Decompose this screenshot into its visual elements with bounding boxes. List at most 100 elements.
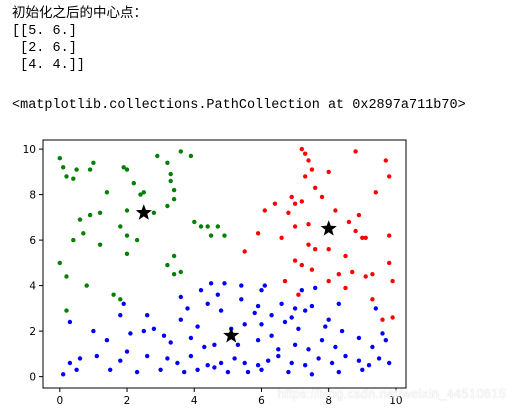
scatter-point-series-2-3: [259, 288, 264, 293]
scatter-point-series-2-81: [343, 353, 348, 359]
scatter-point-series-2-46: [188, 335, 194, 341]
y-tick-label-5: 10: [23, 144, 36, 156]
scatter-point-series-1-21: [306, 222, 311, 227]
scatter-point-series-2-93: [225, 369, 231, 375]
scatter-point-series-2-76: [276, 353, 281, 359]
stdout-line-row-2: [2. 6.]: [12, 41, 77, 56]
scatter-point-series-1-16: [333, 208, 338, 213]
scatter-point-series-2-49: [235, 342, 241, 347]
scatter-point-series-0-27: [71, 237, 76, 243]
scatter-point-series-2-97: [309, 372, 315, 377]
scatter-point-series-1-17: [356, 212, 362, 218]
scatter-point-series-2-4: [262, 283, 267, 288]
centroid-star-1: [320, 220, 337, 236]
scatter-point-series-0-5: [87, 167, 93, 172]
scatter-point-series-1-15: [319, 194, 325, 200]
scatter-point-series-2-21: [252, 310, 257, 316]
data-marks: [57, 146, 395, 377]
y-tick-label-1: 2: [29, 326, 36, 338]
scatter-point-series-1-33: [387, 260, 392, 266]
scatter-point-series-1-38: [336, 272, 341, 277]
scatter-point-series-0-46: [84, 283, 89, 288]
scatter-point-series-2-26: [373, 306, 378, 311]
scatter-point-series-1-42: [282, 278, 288, 284]
scatter-point-series-0-38: [208, 233, 214, 238]
scatter-point-series-2-22: [269, 313, 274, 318]
scatter-point-series-2-27: [118, 313, 123, 318]
scatter-point-series-1-24: [360, 235, 365, 240]
scatter-point-series-1-9: [313, 185, 318, 190]
y-tick-label-0: 0: [29, 371, 36, 383]
scatter-point-series-2-6: [313, 285, 318, 291]
scatter-point-series-0-14: [165, 160, 170, 165]
x-tick-label-4: 8: [325, 395, 332, 407]
scatter-point-series-2-69: [205, 363, 210, 368]
scatter-point-series-1-45: [296, 292, 301, 297]
scatter-point-series-2-68: [188, 353, 194, 359]
scatter-point-series-0-40: [222, 233, 227, 238]
scatter-point-series-2-65: [145, 353, 150, 359]
scatter-point-series-0-3: [71, 176, 76, 181]
scatter-point-series-2-95: [259, 367, 264, 372]
x-tick-label-3: 6: [258, 395, 265, 407]
scatter-point-series-2-47: [202, 344, 207, 350]
scatter-point-series-1-10: [373, 190, 378, 195]
scatter-point-series-2-1: [222, 281, 227, 286]
scatter-point-series-0-25: [151, 210, 157, 215]
scatter-point-series-2-48: [212, 342, 217, 347]
scatter-point-series-2-10: [239, 297, 244, 302]
scatter-point-series-1-29: [306, 242, 311, 247]
scatter-point-series-1-19: [286, 210, 291, 215]
scatter-point-series-2-38: [380, 331, 385, 336]
scatter-point-series-2-64: [124, 349, 130, 354]
scatter-point-series-1-7: [387, 174, 392, 179]
scatter-point-series-2-13: [292, 306, 298, 311]
scatter-point-series-1-18: [262, 208, 267, 213]
scatter-point-series-0-19: [168, 178, 173, 184]
scatter-point-series-2-71: [218, 360, 224, 366]
scatter-point-series-1-35: [292, 258, 298, 263]
scatter-point-series-2-19: [205, 301, 210, 306]
scatter-point-series-1-11: [272, 201, 278, 206]
scatter-point-series-2-37: [339, 328, 345, 334]
scatter-point-series-0-7: [104, 190, 110, 195]
scatter-point-series-0-39: [215, 224, 220, 229]
scatter-point-series-0-0: [57, 156, 62, 161]
scatter-point-series-2-32: [242, 322, 247, 327]
y-tick-label-3: 6: [29, 235, 36, 247]
x-tick-label-5: 10: [389, 395, 402, 407]
x-tick-label-0: 0: [56, 395, 63, 407]
scatter-point-series-0-22: [87, 212, 93, 218]
scatter-point-series-2-67: [175, 360, 180, 366]
scatter-point-series-0-44: [57, 260, 62, 266]
scatter-point-series-2-17: [121, 301, 126, 306]
scatter-point-series-0-31: [124, 233, 130, 238]
scatter-point-series-2-36: [323, 324, 328, 329]
scatter-point-series-2-90: [158, 367, 163, 372]
scatter-point-series-1-25: [363, 235, 368, 240]
scatter-point-series-0-15: [168, 171, 173, 177]
scatter-point-series-1-2: [306, 158, 311, 163]
scatter-point-series-2-89: [134, 369, 140, 375]
scatter-point-series-2-25: [326, 317, 331, 322]
scatter-point-series-1-28: [279, 235, 284, 240]
scatter-point-series-2-88: [108, 367, 113, 372]
return-value-repr: <matplotlib.collections.PathCollection a…: [12, 98, 466, 113]
scatter-point-series-2-59: [383, 338, 388, 343]
scatter-point-series-1-37: [309, 267, 315, 272]
scatter-point-series-1-12: [289, 194, 294, 200]
scatter-point-series-1-1: [303, 151, 308, 156]
scatter-point-series-2-12: [255, 303, 261, 309]
scatter-point-series-2-51: [269, 333, 274, 338]
scatter-point-series-2-57: [356, 335, 362, 341]
centroid-star-2: [223, 327, 240, 343]
scatter-point-series-1-8: [303, 174, 308, 179]
scatter-point-series-2-52: [276, 347, 281, 352]
axes-frame: [42, 139, 407, 389]
scatter-point-series-0-13: [155, 153, 160, 159]
scatter-point-series-1-0: [299, 146, 304, 152]
scatter-point-series-1-23: [353, 228, 358, 234]
watermark-text: https://blog.csdn.net/weixin_44510615: [277, 386, 506, 401]
scatter-point-series-0-28: [81, 231, 86, 236]
scatter-point-series-2-94: [245, 369, 251, 375]
